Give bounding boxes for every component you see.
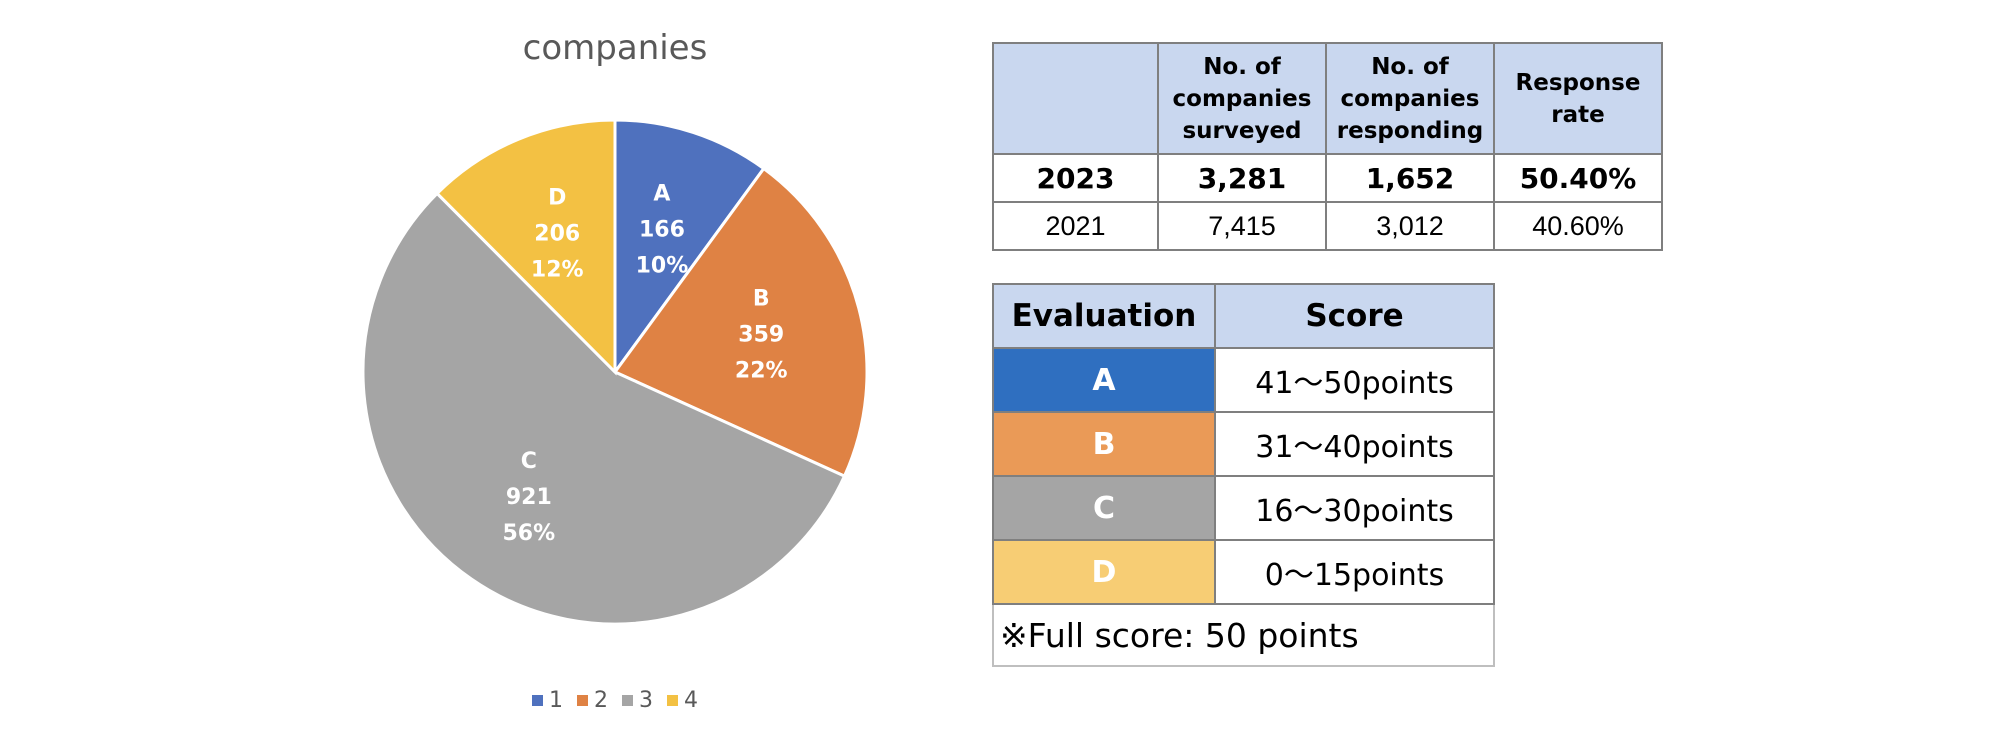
score-table: Evaluation Score A 41～50points B 31～40po… <box>992 283 1495 667</box>
table-row: 2021 7,415 3,012 40.60% <box>992 201 1663 251</box>
table-row: ※Full score: 50 points <box>992 603 1495 667</box>
range-cell: 31～40points <box>1214 411 1495 477</box>
year-cell: 2021 <box>992 201 1159 251</box>
legend-swatch <box>622 695 633 706</box>
table-row: B 31～40points <box>992 411 1495 477</box>
legend-label: 3 <box>639 688 653 713</box>
range-cell: 41～50points <box>1214 347 1495 413</box>
surveyed-cell: 7,415 <box>1157 201 1327 251</box>
legend-label: 1 <box>549 688 563 713</box>
range-cell: 0～15points <box>1214 539 1495 605</box>
surveyed-cell: 3,281 <box>1157 153 1327 203</box>
table-row: A 41～50points <box>992 347 1495 413</box>
range-cell: 16～30points <box>1214 475 1495 541</box>
grade-cell: D <box>992 539 1216 605</box>
legend-label: 2 <box>594 688 608 713</box>
legend-item: 1 <box>532 688 563 713</box>
responding-cell: 1,652 <box>1325 153 1495 203</box>
rate-cell: 50.40% <box>1493 153 1663 203</box>
slice-label-c: C 921 56% <box>502 449 555 546</box>
legend-swatch <box>667 695 678 706</box>
legend-swatch <box>577 695 588 706</box>
pie-slice-c <box>361 191 847 626</box>
legend-label: 4 <box>684 688 698 713</box>
chart-legend: 1 2 3 4 <box>330 688 900 713</box>
legend-item: 2 <box>577 688 608 713</box>
evaluation-header: Evaluation <box>992 283 1216 349</box>
responding-cell: 3,012 <box>1325 201 1495 251</box>
table-row: C 16～30points <box>992 475 1495 541</box>
chart-title: companies <box>522 28 708 68</box>
legend-swatch <box>532 695 543 706</box>
pie-chart: A 166 10% B 359 22% C 921 56% D 206 12% <box>361 118 869 626</box>
pie-slice-d <box>435 118 617 376</box>
year-cell: 2023 <box>992 153 1159 203</box>
grade-cell: C <box>992 475 1216 541</box>
table-row: D 0～15points <box>992 539 1495 605</box>
table-row: 2023 3,281 1,652 50.40% <box>992 153 1663 203</box>
survey-header-blank <box>992 42 1159 155</box>
score-table-header: Evaluation Score <box>992 283 1495 349</box>
survey-table-header: No. of companies surveyed No. of compani… <box>992 42 1663 155</box>
slice-label-b: B 359 22% <box>735 287 788 384</box>
pie-chart-area: companies A 166 10% B 359 22% C 921 56% D 206 12% 1… <box>330 0 900 733</box>
pie-slice-a <box>613 118 766 377</box>
slice-label-d: D 206 12% <box>531 185 584 282</box>
slice-label-a: A 166 10% <box>636 181 689 278</box>
survey-header-responding: No. of companies responding <box>1325 42 1495 155</box>
survey-table: No. of companies surveyed No. of compani… <box>992 42 1663 251</box>
rate-cell: 40.60% <box>1493 201 1663 251</box>
score-header: Score <box>1214 283 1495 349</box>
grade-cell: B <box>992 411 1216 477</box>
grade-cell: A <box>992 347 1216 413</box>
legend-item: 4 <box>667 688 698 713</box>
survey-header-surveyed: No. of companies surveyed <box>1157 42 1327 155</box>
survey-header-rate: Response rate <box>1493 42 1663 155</box>
legend-item: 3 <box>622 688 653 713</box>
full-score-note: ※Full score: 50 points <box>992 603 1495 667</box>
